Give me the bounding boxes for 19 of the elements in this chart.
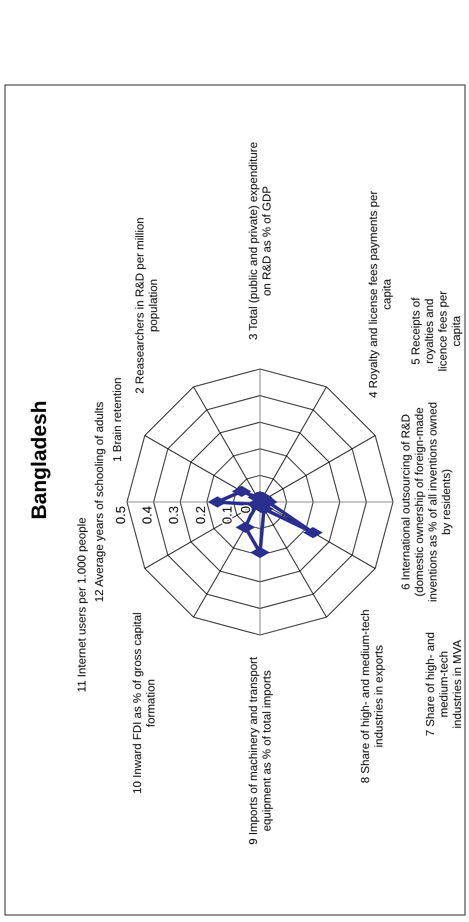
spoke-label: 10 Inward FDI as % of gross capital formation <box>132 612 158 794</box>
spoke-label: 11 Internet users per 1.000 people <box>76 517 89 692</box>
text: Bangladesh <box>28 400 51 520</box>
y-tick-label: 0 <box>238 506 253 514</box>
y-tick-label: 0.1 <box>219 506 234 524</box>
y-tick-label: 0.2 <box>192 506 208 524</box>
spoke-label: 6 International outsourcing of R&D (domestic ownership of foreign-made inventions as % of all inventions owned by residents) <box>400 402 453 602</box>
spoke-label: 9 Imports of machinery and transport equipment as % of total imports <box>248 656 274 845</box>
spoke-label: 8 Share of high- and medium-tech industries in exports <box>360 609 386 784</box>
y-tick-label: 0.3 <box>166 506 182 524</box>
y-tick-label: 0.4 <box>140 506 155 524</box>
spoke-label: 3 Total (public and private) expenditure on R&D as % of GDP <box>248 142 274 340</box>
spoke-label: 2 Reasearchers in R&D per million population <box>134 217 160 394</box>
y-tick-label: 0.5 <box>113 506 128 524</box>
spoke-label: 5 Receipts of royalties and licence fees per capita <box>410 290 463 372</box>
spoke-label: 1 Brain retention <box>112 377 124 462</box>
spoke-label: 4 Royalty and license fees payments per capita <box>368 190 394 398</box>
spoke-label: 12 Average years of schooling of adults <box>94 401 106 602</box>
spoke-label: 7 Share of high- and medium-tech industries in MVA <box>424 632 464 736</box>
